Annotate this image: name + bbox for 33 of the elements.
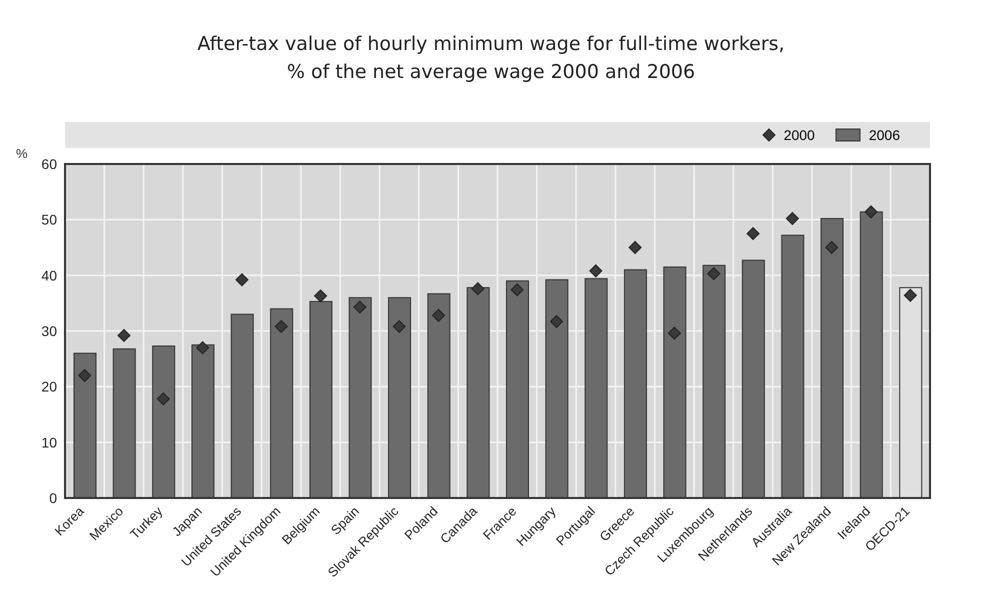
y-tick-label: 60 (41, 156, 58, 172)
point (432, 308, 446, 322)
point (274, 320, 288, 334)
point (235, 273, 248, 286)
chart-title: After-tax value of hourly minimum wage for full-time workers, % of the net average wage 2000 and 2006 (196, 32, 786, 85)
legend-label: 2000 (784, 127, 815, 143)
y-axis-title: % (16, 146, 28, 161)
legend-label: 2006 (868, 127, 900, 143)
y-tick-label: 30 (41, 322, 58, 339)
point (353, 300, 366, 314)
point (510, 283, 524, 296)
point (904, 288, 917, 302)
point (786, 212, 799, 226)
point (156, 392, 170, 406)
y-tick-label: 10 (41, 434, 58, 450)
point (864, 205, 878, 218)
point (589, 264, 602, 278)
point (707, 267, 720, 280)
point (825, 241, 838, 254)
point (550, 315, 563, 328)
point (78, 369, 92, 382)
y-tick-label: 0 (49, 490, 58, 506)
y-tick-label: 20 (41, 378, 58, 395)
y-tick-label: 50 (41, 212, 58, 228)
point (117, 328, 130, 342)
point (196, 341, 210, 354)
point (471, 282, 484, 296)
point (392, 320, 406, 334)
y-tick-label: 40 (41, 267, 58, 284)
point (746, 227, 760, 240)
point (314, 289, 328, 302)
point (668, 326, 681, 340)
point (628, 241, 642, 254)
